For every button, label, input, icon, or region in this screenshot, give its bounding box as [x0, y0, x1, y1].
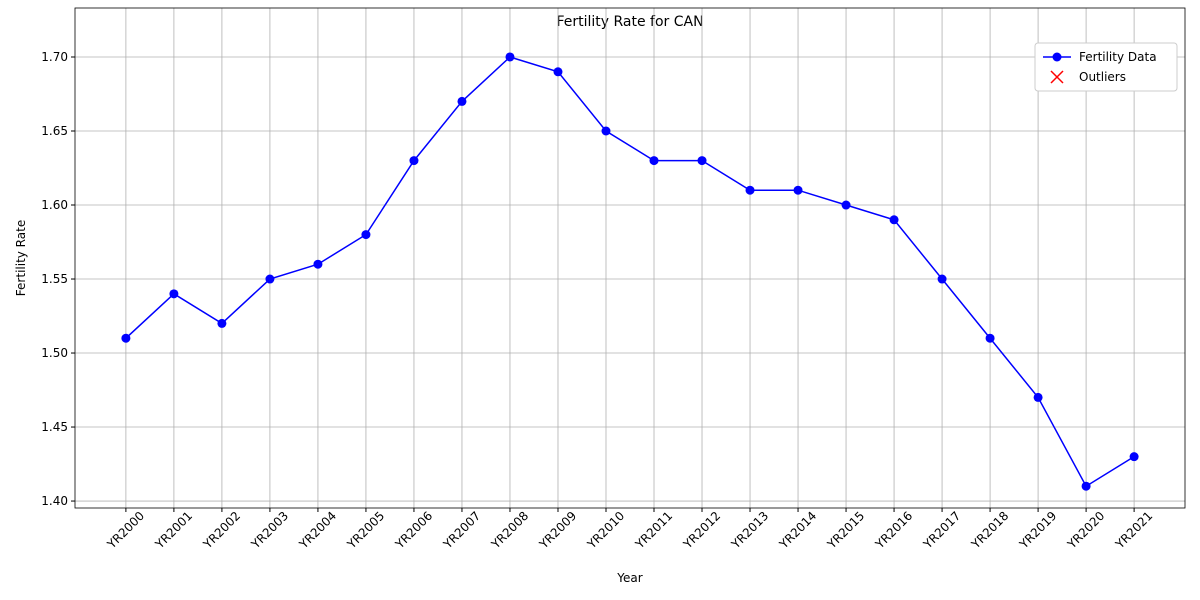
data-point	[313, 259, 323, 269]
x-tick-label: YR2010	[584, 509, 627, 552]
data-point	[121, 333, 131, 343]
data-point	[841, 200, 851, 210]
data-point	[793, 185, 803, 195]
legend-label: Outliers	[1079, 70, 1126, 84]
data-point	[217, 318, 227, 328]
data-point	[649, 156, 659, 166]
data-point	[1129, 452, 1139, 462]
y-tick-label: 1.40	[41, 494, 68, 508]
y-tick-label: 1.45	[41, 420, 68, 434]
x-tick-label: YR2021	[1112, 509, 1155, 552]
plot-frame	[74, 7, 1186, 509]
legend-marker	[1050, 70, 1064, 84]
x-tick-label: YR2018	[968, 509, 1011, 552]
x-tick-label: YR2000	[104, 509, 147, 552]
series-line	[125, 56, 1135, 488]
y-tick-label: 1.50	[41, 346, 68, 360]
x-tick-label: YR2020	[1064, 509, 1107, 552]
data-point	[457, 96, 467, 106]
data-point	[265, 274, 275, 284]
x-tick-label: YR2004	[296, 509, 339, 552]
x-tick-label: YR2015	[824, 509, 867, 552]
x-tick-label: YR2012	[680, 509, 723, 552]
data-point	[169, 289, 179, 299]
y-tick-label: 1.70	[41, 50, 68, 64]
x-tick-label: YR2013	[728, 509, 771, 552]
x-tick-label: YR2016	[872, 509, 915, 552]
data-point	[409, 156, 419, 166]
legend-label: Fertility Data	[1079, 50, 1157, 64]
x-tick-label: YR2005	[344, 509, 387, 552]
x-tick-label: YR2003	[248, 509, 291, 552]
y-tick-label: 1.65	[41, 124, 68, 138]
x-tick-label: YR2007	[440, 509, 483, 552]
data-point	[1081, 481, 1091, 491]
data-point	[985, 333, 995, 343]
y-tick-label: 1.60	[41, 198, 68, 212]
x-tick-label: YR2006	[392, 509, 435, 552]
legend-marker	[1052, 52, 1062, 62]
y-tick-label: 1.55	[41, 272, 68, 286]
chart-title: Fertility Rate for CAN	[556, 14, 703, 30]
x-tick-label: YR2019	[1016, 509, 1059, 552]
x-tick-label: YR2001	[152, 509, 195, 552]
data-point	[745, 185, 755, 195]
x-tick-label: YR2011	[632, 509, 675, 552]
data-point	[697, 156, 707, 166]
x-axis-label: Year	[616, 571, 642, 585]
x-tick-label: YR2017	[920, 509, 963, 552]
legend-box	[1034, 42, 1178, 92]
data-point	[361, 230, 371, 240]
data-point	[505, 52, 515, 62]
x-tick-label: YR2008	[488, 509, 531, 552]
data-point	[553, 67, 563, 77]
data-point	[601, 126, 611, 136]
y-axis-label: Fertility Rate	[14, 220, 28, 296]
data-point	[889, 215, 899, 225]
x-tick-label: YR2009	[536, 509, 579, 552]
data-point	[937, 274, 947, 284]
data-point	[1033, 392, 1043, 402]
x-tick-label: YR2002	[200, 509, 243, 552]
x-tick-label: YR2014	[776, 509, 819, 552]
